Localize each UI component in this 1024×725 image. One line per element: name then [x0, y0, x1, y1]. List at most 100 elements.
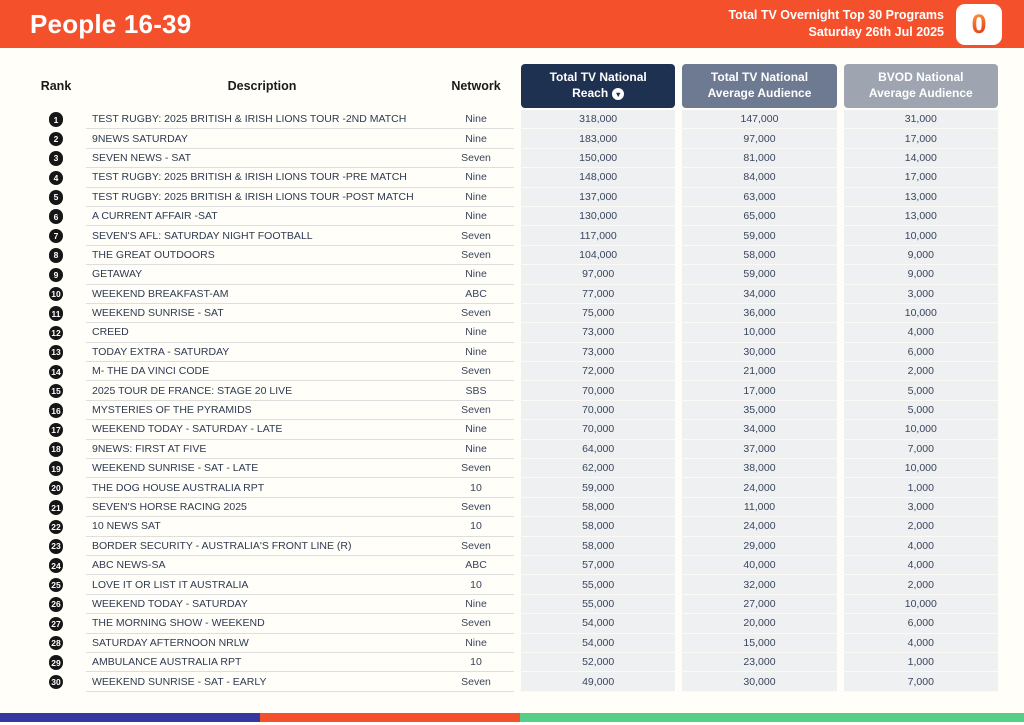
rank-cell: 30 [26, 672, 86, 691]
rank-badge: 23 [48, 539, 64, 554]
bvod-average-audience-cell: 10,000 [836, 594, 998, 615]
bvod-average-audience-cell: 7,000 [836, 672, 998, 692]
network-cell: Seven [438, 304, 514, 324]
total-tv-average-audience-cell: 58,000 [675, 245, 837, 266]
bvod-average-audience-cell: 5,000 [836, 400, 998, 421]
bvod-average-audience-cell: 10,000 [836, 420, 998, 440]
program-description: CREED [86, 323, 438, 343]
program-description: TODAY EXTRA - SATURDAY [86, 343, 438, 363]
network-cell: Seven [438, 672, 514, 692]
table-row: 12 CREED Nine 73,000 10,000 4,000 [26, 323, 998, 343]
table-row: 15 2025 TOUR DE FRANCE: STAGE 20 LIVE SBS 7… [26, 381, 998, 401]
network-cell: Nine [438, 207, 514, 227]
total-tv-average-audience-cell: 15,000 [675, 633, 837, 653]
bvod-average-audience-cell: 13,000 [836, 187, 998, 207]
total-tv-average-audience-cell: 84,000 [675, 168, 837, 188]
total-tv-average-audience-cell: 63,000 [675, 187, 837, 207]
rank-badge: 8 [48, 248, 64, 263]
rank-cell: 6 [26, 207, 86, 226]
total-tv-average-audience-cell: 29,000 [675, 536, 837, 556]
network-cell: SBS [438, 381, 514, 401]
total-tv-average-audience-cell: 20,000 [675, 614, 837, 634]
network-cell: ABC [438, 556, 514, 576]
program-description: 9NEWS SATURDAY [86, 129, 438, 149]
total-tv-reach-cell: 150,000 [514, 148, 676, 169]
total-tv-reach-cell: 117,000 [514, 226, 676, 246]
total-tv-average-audience-cell: 59,000 [675, 265, 837, 285]
total-tv-reach-cell: 58,000 [514, 517, 676, 537]
rank-badge: 5 [48, 190, 64, 205]
bvod-average-audience-cell: 14,000 [836, 148, 998, 169]
table-row: 29 AMBULANCE AUSTRALIA RPT 10 52,000 23,000 1… [26, 652, 998, 673]
network-cell: 10 [438, 653, 514, 673]
program-description: AMBULANCE AUSTRALIA RPT [86, 653, 438, 673]
table-row: 4 TEST RUGBY: 2025 BRITISH & IRISH LIONS … [26, 168, 998, 188]
ratings-table: Rank Description Network Total TV Nation… [0, 48, 1024, 692]
program-description: WEEKEND SUNRISE - SAT - EARLY [86, 672, 438, 692]
network-cell: Seven [438, 149, 514, 169]
sort-descending-icon[interactable]: ▼ [612, 87, 625, 100]
program-description: SEVEN'S HORSE RACING 2025 [86, 498, 438, 518]
rank-badge: 10 [48, 286, 64, 302]
rank-cell: 11 [26, 304, 86, 323]
rank-badge: 16 [48, 403, 64, 418]
total-tv-average-audience-cell: 10,000 [675, 323, 837, 343]
rank-cell: 27 [26, 614, 86, 633]
total-tv-reach-cell: 77,000 [514, 284, 676, 304]
program-description: WEEKEND TODAY - SATURDAY [86, 595, 438, 615]
network-cell: Seven [438, 614, 514, 634]
table-row: 9 GETAWAY Nine 97,000 59,000 9,000 [26, 265, 998, 285]
network-cell: Seven [438, 226, 514, 246]
rank-cell: 13 [26, 343, 86, 362]
rank-cell: 25 [26, 575, 86, 594]
column-header-description: Description [227, 79, 297, 93]
rank-cell: 16 [26, 401, 86, 420]
rank-cell: 26 [26, 595, 86, 614]
table-row: 18 9NEWS: FIRST AT FIVE Nine 64,000 37,000 7,… [26, 439, 998, 460]
rank-cell: 23 [26, 537, 86, 556]
network-cell: Seven [438, 498, 514, 518]
table-row: 22 10 NEWS SAT 10 58,000 24,000 2,000 [26, 517, 998, 537]
rank-badge: 26 [48, 597, 64, 612]
network-cell: Seven [438, 459, 514, 479]
network-cell: Seven [438, 362, 514, 382]
total-tv-average-audience-cell: 34,000 [675, 420, 837, 440]
total-tv-reach-cell: 58,000 [514, 497, 676, 518]
bvod-average-audience-cell: 4,000 [836, 555, 998, 576]
total-tv-reach-cell: 54,000 [514, 633, 676, 653]
table-row: 23 BORDER SECURITY - AUSTRALIA'S FRONT LI… [26, 536, 998, 556]
rank-badge: 15 [48, 383, 64, 399]
total-tv-average-audience-cell: 147,000 [675, 110, 837, 130]
column-header-bvod-average-audience[interactable]: BVOD National Average Audience [843, 64, 998, 108]
table-row: 16 MYSTERIES OF THE PYRAMIDS Seven 70,000 35… [26, 400, 998, 421]
oztam-logo-glyph: 0 [971, 8, 987, 39]
network-cell: ABC [438, 285, 514, 304]
column-header-total-tv-average-audience[interactable]: Total TV National Average Audience [682, 64, 837, 108]
rank-cell: 5 [26, 188, 86, 207]
table-row: 14 M- THE DA VINCI CODE Seven 72,000 21,000 2… [26, 362, 998, 382]
table-row: 1 TEST RUGBY: 2025 BRITISH & IRISH LIONS … [26, 110, 998, 130]
network-cell: Nine [438, 110, 514, 130]
table-row: 6 A CURRENT AFFAIR -SAT Nine 130,000 65,000 1… [26, 206, 998, 227]
total-tv-reach-cell: 58,000 [514, 536, 676, 556]
bvod-average-audience-cell: 2,000 [836, 575, 998, 595]
table-row: 2 9NEWS SATURDAY Nine 183,000 97,000 17,000 [26, 129, 998, 149]
network-cell: Nine [438, 129, 514, 149]
report-subtitle: Total TV Overnight Top 30 Programs Satur… [728, 7, 944, 41]
total-tv-average-audience-cell: 59,000 [675, 226, 837, 246]
column-header-total-tv-reach[interactable]: Total TV National Reach ▼ [521, 64, 676, 108]
program-description: 10 NEWS SAT [86, 517, 438, 537]
rank-cell: 28 [26, 634, 86, 653]
table-row: 5 TEST RUGBY: 2025 BRITISH & IRISH LIONS … [26, 187, 998, 207]
total-tv-average-audience-cell: 21,000 [675, 362, 837, 382]
table-row: 25 LOVE IT OR LIST IT AUSTRALIA 10 55,000 32… [26, 575, 998, 595]
rank-badge: 27 [48, 616, 64, 632]
report-date: Saturday 26th Jul 2025 [808, 25, 944, 39]
total-tv-reach-cell: 73,000 [514, 342, 676, 363]
total-tv-reach-cell: 73,000 [514, 323, 676, 343]
network-cell: Nine [438, 343, 514, 363]
total-tv-reach-cell: 52,000 [514, 652, 676, 673]
rank-cell: 12 [26, 323, 86, 342]
rank-badge: 6 [48, 209, 64, 224]
bvod-average-audience-cell: 5,000 [836, 381, 998, 401]
